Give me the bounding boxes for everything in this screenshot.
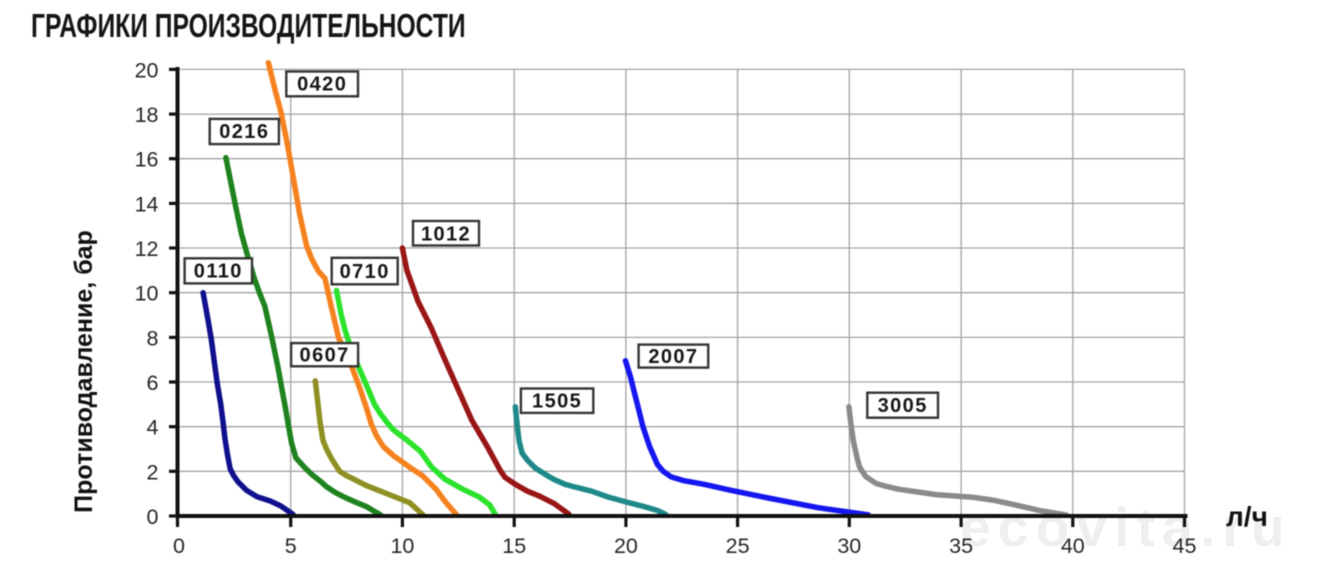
svg-text:1505: 1505: [532, 390, 582, 412]
svg-text:8: 8: [147, 326, 159, 350]
svg-text:30: 30: [837, 534, 861, 558]
svg-text:15: 15: [502, 534, 526, 558]
svg-text:0216: 0216: [219, 121, 269, 143]
svg-text:0420: 0420: [297, 74, 347, 96]
svg-text:0710: 0710: [340, 261, 390, 283]
svg-text:20: 20: [135, 58, 159, 82]
svg-text:0: 0: [173, 534, 185, 558]
svg-text:1012: 1012: [421, 223, 471, 245]
svg-text:12: 12: [135, 237, 159, 261]
svg-text:2: 2: [147, 460, 159, 484]
svg-text:45: 45: [1173, 534, 1197, 558]
svg-text:Противодавление, бар: Противодавление, бар: [70, 230, 98, 513]
svg-text:16: 16: [135, 148, 159, 172]
svg-text:2007: 2007: [648, 346, 698, 368]
svg-text:40: 40: [1061, 534, 1085, 558]
svg-text:3005: 3005: [878, 395, 928, 417]
svg-text:0607: 0607: [300, 344, 350, 366]
svg-text:4: 4: [147, 416, 159, 440]
svg-text:35: 35: [949, 534, 973, 558]
svg-text:10: 10: [135, 282, 159, 306]
svg-text:0110: 0110: [194, 261, 243, 283]
svg-text:5: 5: [285, 534, 297, 558]
svg-text:18: 18: [135, 103, 159, 127]
svg-text:14: 14: [135, 192, 159, 216]
svg-text:0: 0: [147, 505, 159, 529]
svg-text:6: 6: [147, 371, 159, 395]
svg-text:20: 20: [614, 534, 638, 558]
svg-text:л/ч: л/ч: [1226, 501, 1268, 532]
svg-text:25: 25: [726, 534, 750, 558]
svg-text:10: 10: [390, 534, 414, 558]
